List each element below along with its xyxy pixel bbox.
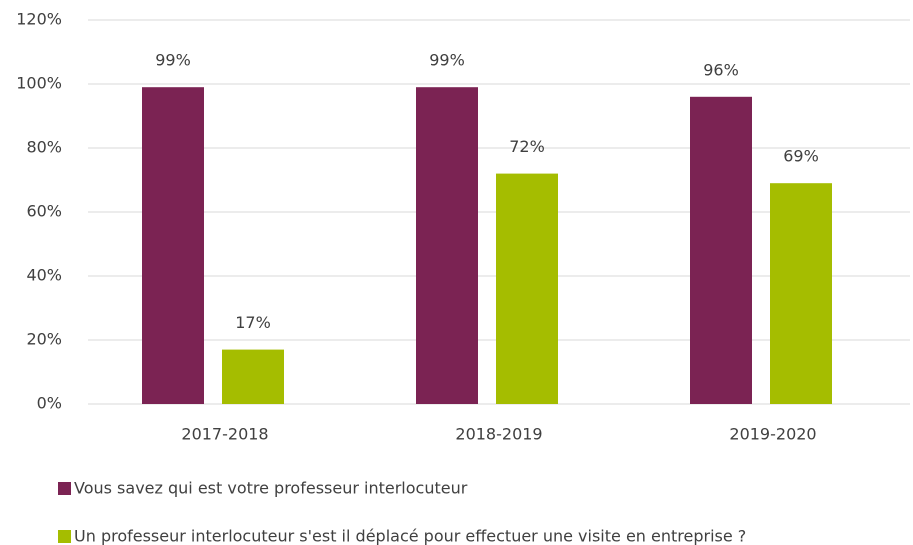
data-label: 72% — [509, 137, 545, 156]
bar — [690, 96, 752, 405]
data-label: 99% — [429, 51, 465, 70]
data-label: 17% — [235, 313, 271, 332]
y-tick-label: 100% — [16, 74, 62, 93]
x-tick-label: 2019-2020 — [729, 425, 816, 444]
y-tick-label: 0% — [37, 394, 62, 413]
data-label: 69% — [783, 147, 819, 166]
legend-swatch — [58, 530, 71, 543]
data-label: 96% — [703, 60, 739, 79]
y-tick-label: 80% — [26, 138, 62, 157]
y-tick-label: 40% — [26, 266, 62, 285]
legend-label: Un professeur interlocuteur s'est il dép… — [74, 527, 746, 545]
legend-swatch — [58, 482, 71, 495]
x-tick-label: 2018-2019 — [455, 425, 542, 444]
data-label: 99% — [155, 51, 191, 70]
x-tick-label: 2017-2018 — [181, 425, 268, 444]
bar — [496, 173, 558, 404]
y-tick-label: 20% — [26, 330, 62, 349]
y-tick-label: 120% — [16, 10, 62, 29]
bar — [142, 87, 204, 404]
legend-label: Vous savez qui est votre professeur inte… — [74, 479, 468, 498]
bar — [222, 349, 284, 404]
bar — [770, 183, 832, 404]
y-tick-label: 60% — [26, 202, 62, 221]
bar — [416, 87, 478, 404]
